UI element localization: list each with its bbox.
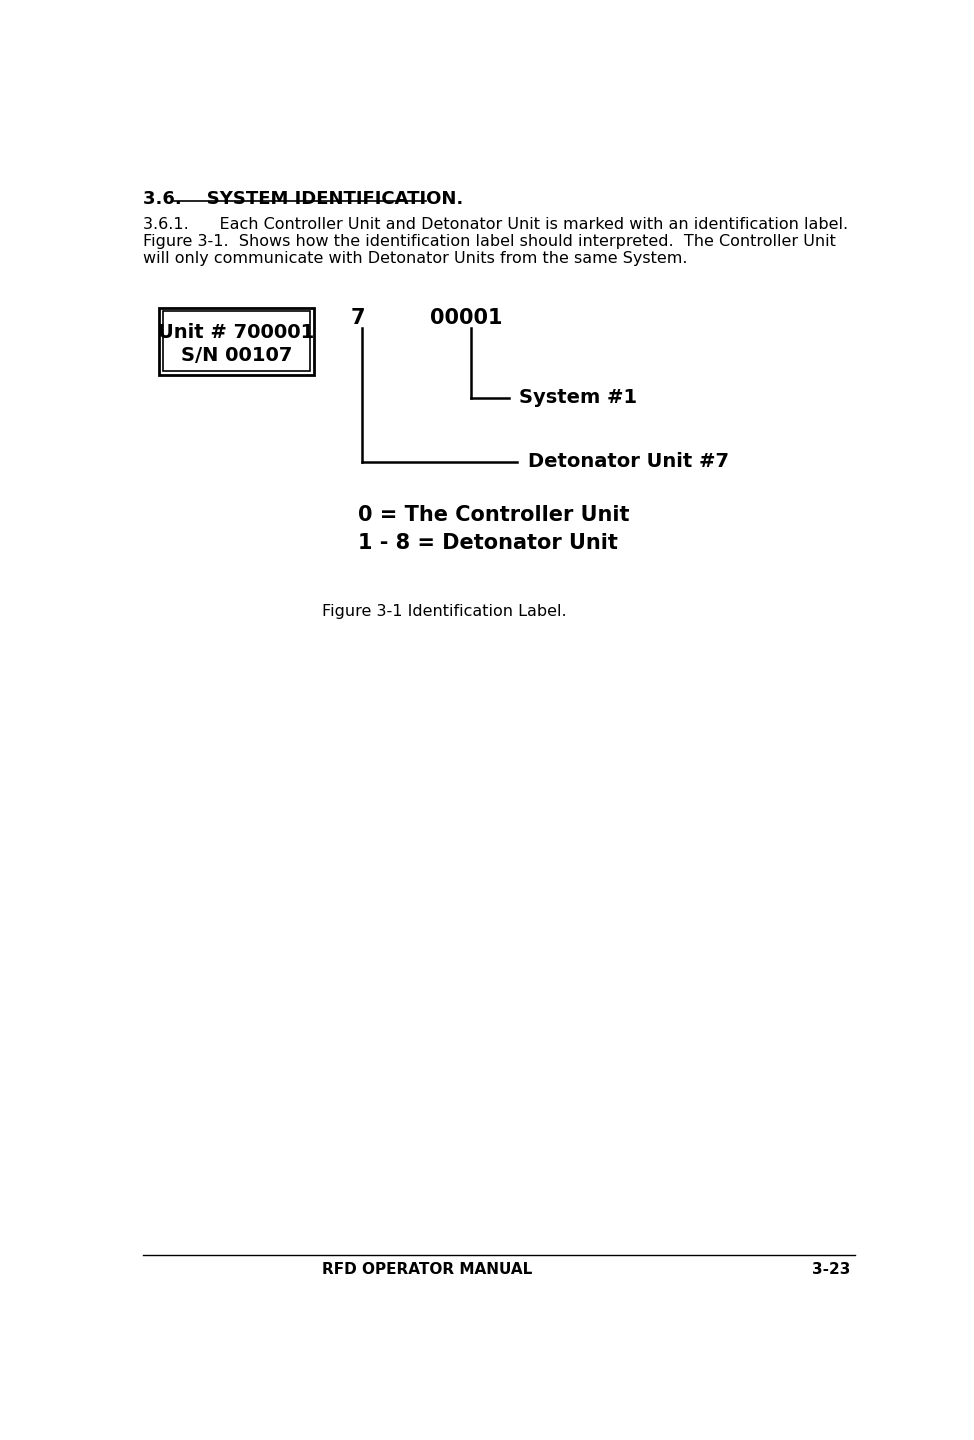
- Text: Detonator Unit #7: Detonator Unit #7: [528, 452, 729, 471]
- Text: Unit # 700001: Unit # 700001: [159, 323, 315, 341]
- Bar: [159, 308, 314, 376]
- Text: RFD OPERATOR MANUAL: RFD OPERATOR MANUAL: [321, 1263, 532, 1277]
- Text: 1 - 8 = Detonator Unit: 1 - 8 = Detonator Unit: [358, 533, 618, 553]
- Text: Figure 3-1 Identification Label.: Figure 3-1 Identification Label.: [321, 603, 566, 619]
- Text: S/N 00107: S/N 00107: [181, 346, 292, 366]
- Text: Figure 3-1.  Shows how the identification label should interpreted.  The Control: Figure 3-1. Shows how the identification…: [143, 235, 837, 249]
- Text: 00001: 00001: [431, 308, 503, 327]
- Bar: [163, 311, 310, 372]
- Text: 3-23: 3-23: [812, 1263, 850, 1277]
- Text: 3.6.    SYSTEM IDENTIFICATION.: 3.6. SYSTEM IDENTIFICATION.: [143, 190, 464, 207]
- Text: will only communicate with Detonator Units from the same System.: will only communicate with Detonator Uni…: [143, 252, 688, 266]
- Text: System #1: System #1: [518, 389, 637, 408]
- Text: 3.6.1.      Each Controller Unit and Detonator Unit is marked with an identifica: 3.6.1. Each Controller Unit and Detonato…: [143, 217, 848, 232]
- Text: 7: 7: [351, 308, 365, 327]
- Text: 0 = The Controller Unit: 0 = The Controller Unit: [358, 505, 629, 526]
